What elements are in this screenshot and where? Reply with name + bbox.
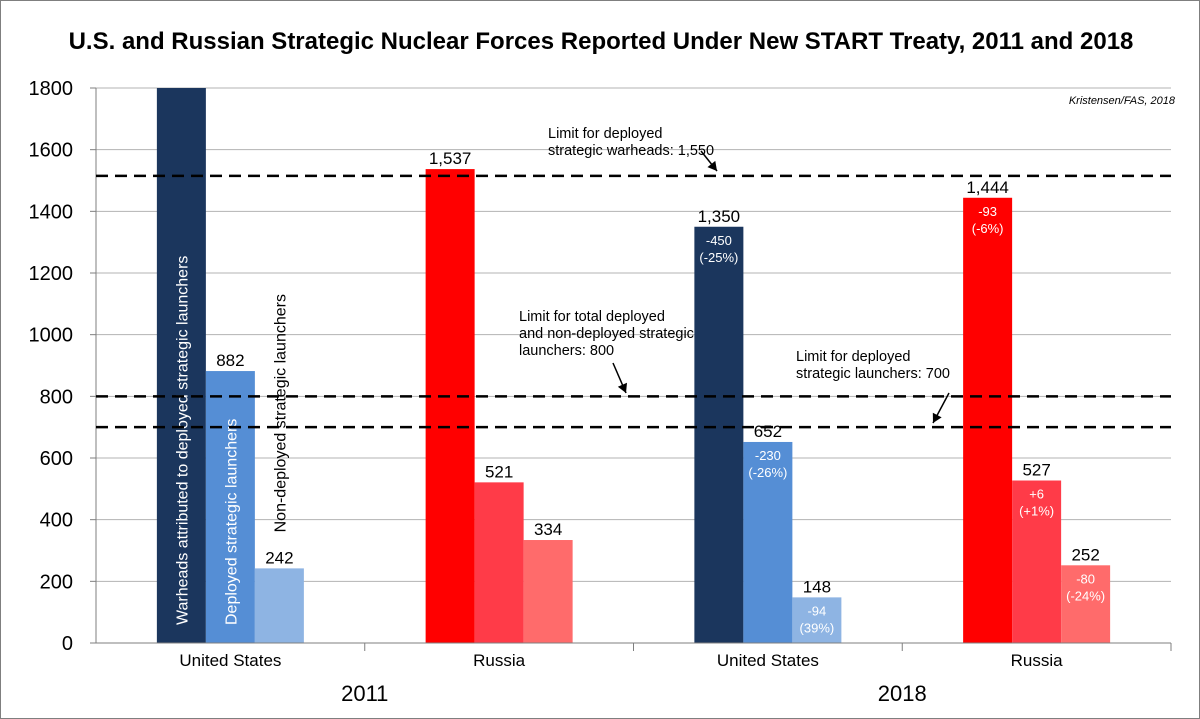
x-year-label: 2018 [878,681,927,706]
bar-value-label: 1,537 [429,149,472,168]
bar-change-label: -80 [1076,571,1095,586]
limit-annotation: Limit for total deployed [519,309,665,325]
y-tick-label: 1200 [29,263,74,285]
bars: 882 242 1,537 521 334 1,350 -450 (-25%) 652 -230 (… [156,88,1111,643]
bar-us-2018-0 [694,226,744,643]
y-tick-label: 400 [40,510,73,532]
y-tick-label: 800 [40,386,73,408]
limit-annotation: strategic launchers: 700 [796,366,950,382]
x-category-label: United States [717,651,819,670]
bar-ru-2018-2 [1061,565,1111,643]
series-label: Warheads attributed to deployed strategi… [174,256,191,625]
bar-change-label: -450 [706,233,732,248]
bar-value-label: 521 [485,462,513,481]
limit-arrow-head [707,160,717,171]
y-tick-label: 1400 [29,201,74,223]
bar-change-label: -94 [807,603,826,618]
bar-us-2018-1 [743,441,793,643]
bar-ru-2011-0 [425,169,475,643]
bar-us-2018-2 [792,597,842,643]
y-tick-label: 200 [40,571,73,593]
bar-change-label: +6 [1029,487,1044,502]
bar-value-label: 242 [265,548,293,567]
bar-value-label: 652 [754,422,782,441]
bar-ru-2018-1 [1012,480,1062,643]
x-category-label: United States [179,651,281,670]
bar-change-label: -230 [755,448,781,463]
y-axis: 0 200 400 600 800 1000 1200 1400 1600 1800 [29,78,97,655]
series-label: Non-deployed strategic launchers [272,294,289,532]
limit-annotation: Limit for deployed [548,126,662,142]
limit-annotation: and non-deployed strategic [519,326,694,342]
limit-annotation: Limit for deployed [796,349,910,365]
bar-us-2011-0 [156,88,206,643]
x-axis: United States Russia United States Russia 20… [96,642,1172,706]
bar-ru-2018-0 [963,197,1013,643]
bar-change-pct-label: (+1%) [1019,504,1054,519]
bar-change-label: -93 [978,204,997,219]
bar-us-2011-1 [205,371,255,643]
chart-credit: Kristensen/FAS, 2018 [1069,95,1176,107]
y-tick-label: 600 [40,448,73,470]
limit-annotation: launchers: 800 [519,343,614,359]
bar-value-label: 882 [216,351,244,370]
limit-annotation: strategic warheads: 1,550 [548,143,714,159]
bar-value-label: 1,350 [698,207,741,226]
bar-ru-2011-1 [474,482,524,643]
bar-value-label: 252 [1071,545,1099,564]
chart-title: U.S. and Russian Strategic Nuclear Force… [69,28,1134,55]
y-tick-label: 1000 [29,325,74,347]
bar-value-label: 527 [1022,461,1050,480]
x-year-label: 2011 [341,681,388,706]
x-category-label: Russia [1011,651,1064,670]
limit-arrow-head [932,412,942,423]
bar-change-pct-label: (-6%) [972,221,1004,236]
limit-arrow-head [617,382,628,393]
x-category-label: Russia [473,651,526,670]
bar-us-2011-2 [254,568,304,643]
bar-change-pct-label: (39%) [800,620,835,635]
y-tick-label: 1600 [29,140,74,162]
bar-change-pct-label: (-26%) [748,465,787,480]
y-tick-label: 1800 [29,78,74,100]
bar-value-label: 334 [534,520,562,539]
bar-value-label: 148 [803,577,831,596]
series-label: Deployed strategic launchers [223,419,240,625]
bar-change-pct-label: (-25%) [699,250,738,265]
bar-ru-2011-2 [523,540,573,643]
bar-value-label: 1,444 [966,178,1009,197]
bar-change-pct-label: (-24%) [1066,588,1105,603]
y-tick-label: 0 [62,633,73,655]
